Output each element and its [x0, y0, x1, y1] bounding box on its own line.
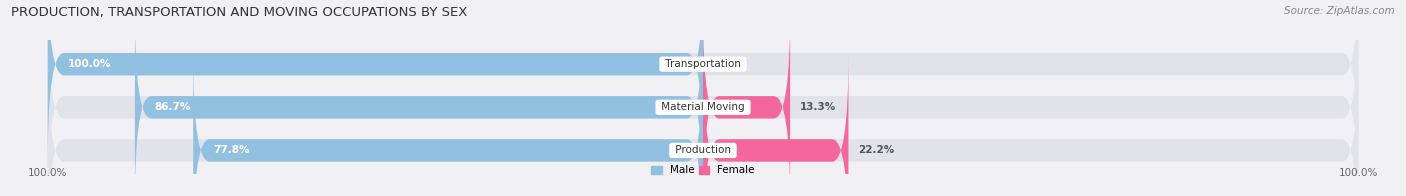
Text: Source: ZipAtlas.com: Source: ZipAtlas.com	[1284, 6, 1395, 16]
FancyBboxPatch shape	[135, 11, 703, 196]
Text: 100.0%: 100.0%	[28, 168, 67, 178]
Text: 22.2%: 22.2%	[858, 145, 894, 155]
FancyBboxPatch shape	[703, 54, 848, 196]
Text: 0.0%: 0.0%	[713, 59, 742, 69]
FancyBboxPatch shape	[48, 54, 1358, 196]
FancyBboxPatch shape	[193, 54, 703, 196]
FancyBboxPatch shape	[48, 11, 1358, 196]
Text: 86.7%: 86.7%	[155, 102, 191, 112]
Text: 77.8%: 77.8%	[212, 145, 249, 155]
Text: 100.0%: 100.0%	[1339, 168, 1378, 178]
FancyBboxPatch shape	[48, 0, 703, 161]
Legend: Male, Female: Male, Female	[647, 161, 759, 180]
Text: Transportation: Transportation	[662, 59, 744, 69]
FancyBboxPatch shape	[48, 0, 1358, 161]
Text: Production: Production	[672, 145, 734, 155]
Text: 100.0%: 100.0%	[67, 59, 111, 69]
Text: 13.3%: 13.3%	[800, 102, 837, 112]
FancyBboxPatch shape	[703, 11, 790, 196]
Text: Material Moving: Material Moving	[658, 102, 748, 112]
Text: PRODUCTION, TRANSPORTATION AND MOVING OCCUPATIONS BY SEX: PRODUCTION, TRANSPORTATION AND MOVING OC…	[11, 6, 468, 19]
